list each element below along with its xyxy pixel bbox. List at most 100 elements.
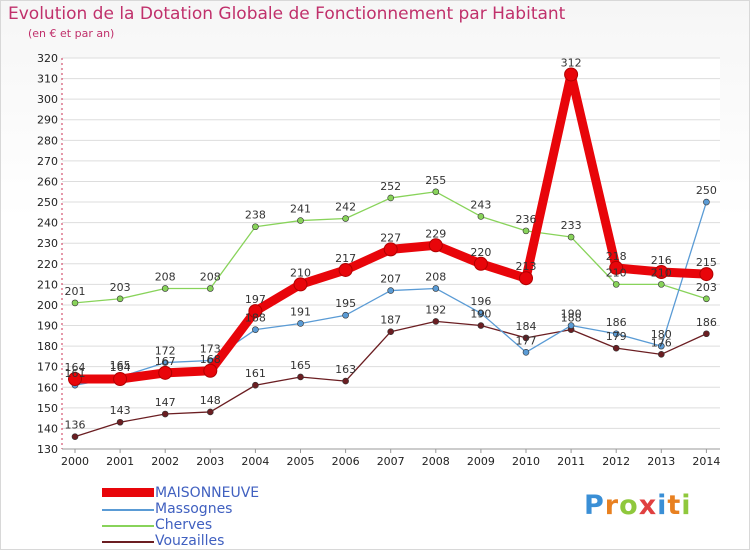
data-point-vouzailles [207,408,214,416]
data-point-vouzailles [387,328,395,336]
data-label-vouzailles: 136 [65,419,86,432]
data-point-vouzailles [161,410,169,418]
data-point-cherves [703,295,710,303]
y-tick-label: 300 [37,93,58,106]
data-label-maisonneuve: 213 [516,260,537,273]
data-label-massognes: 186 [606,316,627,329]
data-label-maisonneuve: 167 [155,355,176,368]
data-label-cherves: 236 [516,213,537,226]
y-tick-label: 310 [37,73,58,86]
data-label-massognes: 180 [651,328,672,341]
data-label-massognes: 188 [245,312,266,325]
data-point-vouzailles [116,418,124,426]
data-point-cherves [297,217,304,224]
data-label-cherves: 208 [200,270,221,283]
logo-letter: o [619,490,639,521]
data-label-cherves: 208 [155,270,176,283]
data-point-vouzailles [703,330,710,338]
data-label-vouzailles: 147 [155,396,176,409]
data-label-cherves: 210 [606,266,627,279]
data-point-maisonneuve [654,265,669,280]
data-point-maisonneuve [519,271,533,286]
data-label-massognes: 165 [110,359,131,372]
data-point-maisonneuve [158,365,173,380]
data-label-vouzailles: 186 [696,316,717,329]
data-label-massognes: 208 [425,270,446,283]
data-label-maisonneuve: 164 [65,361,86,374]
data-point-massognes [342,311,349,319]
data-label-vouzailles: 179 [606,330,627,343]
data-point-maisonneuve [473,256,488,271]
data-label-cherves: 242 [335,201,356,214]
y-tick-label: 220 [37,258,58,271]
data-point-maisonneuve [68,372,82,387]
data-label-cherves: 210 [651,266,672,279]
data-label-maisonneuve: 210 [290,266,311,279]
data-label-cherves: 255 [425,174,446,187]
data-label-vouzailles: 188 [561,312,582,325]
data-label-massognes: 207 [380,273,401,286]
x-tick-label: 2013 [647,455,675,468]
y-tick-label: 150 [37,402,58,415]
data-label-massognes: 191 [290,305,311,318]
data-point-vouzailles [342,377,349,385]
y-tick-label: 130 [37,443,58,456]
data-point-massognes [432,285,440,292]
data-label-maisonneuve: 217 [335,252,356,265]
data-label-massognes: 172 [155,345,176,358]
x-tick-label: 2004 [241,455,269,468]
legend-label: Cherves [155,517,213,533]
data-label-maisonneuve: 216 [651,254,672,267]
proxiti-logo: Proxiti [584,490,692,521]
data-point-maisonneuve [113,372,128,387]
data-point-massognes [567,322,575,329]
data-label-maisonneuve: 220 [470,246,491,259]
data-label-vouzailles: 165 [290,359,311,372]
data-point-cherves [657,281,665,288]
x-tick-label: 2003 [196,455,224,468]
data-point-vouzailles [657,351,665,358]
data-label-cherves: 241 [290,203,311,216]
logo-letter: r [604,490,620,521]
data-point-maisonneuve [338,262,353,277]
x-tick-label: 2006 [332,455,360,468]
legend-swatch [102,525,154,527]
legend-label: Vouzailles [155,533,225,549]
y-tick-label: 230 [37,237,58,250]
data-point-vouzailles [432,318,440,325]
data-point-massognes [657,342,665,350]
data-label-vouzailles: 163 [335,363,356,376]
data-label-maisonneuve: 218 [606,250,627,263]
data-point-maisonneuve [248,304,263,319]
data-point-cherves [252,223,259,231]
data-label-cherves: 233 [561,219,582,232]
logo-letter: t [667,490,682,521]
y-tick-label: 240 [37,217,58,230]
data-point-cherves [342,215,349,222]
y-tick-label: 180 [37,340,58,353]
data-point-massognes [522,348,530,356]
data-label-maisonneuve: 168 [200,353,221,366]
data-label-vouzailles: 187 [380,314,401,327]
y-tick-label: 210 [37,278,58,291]
data-label-cherves: 238 [245,209,266,222]
data-label-vouzailles: 148 [200,394,221,407]
y-tick-label: 320 [37,52,58,65]
data-point-maisonneuve [428,238,443,253]
y-tick-label: 290 [37,114,58,127]
data-point-vouzailles [71,433,79,440]
data-point-cherves [432,188,440,196]
y-tick-label: 280 [37,134,58,147]
data-label-vouzailles: 190 [470,308,491,321]
data-label-vouzailles: 161 [245,367,266,380]
data-point-vouzailles [252,381,259,389]
x-tick-label: 2014 [692,455,720,468]
data-label-massognes: 195 [335,297,356,310]
data-label-maisonneuve: 164 [110,361,131,374]
data-point-massognes [612,330,620,338]
data-label-vouzailles: 184 [516,320,537,333]
data-point-cherves [567,233,575,241]
data-point-maisonneuve [609,260,624,275]
y-tick-label: 200 [37,299,58,312]
